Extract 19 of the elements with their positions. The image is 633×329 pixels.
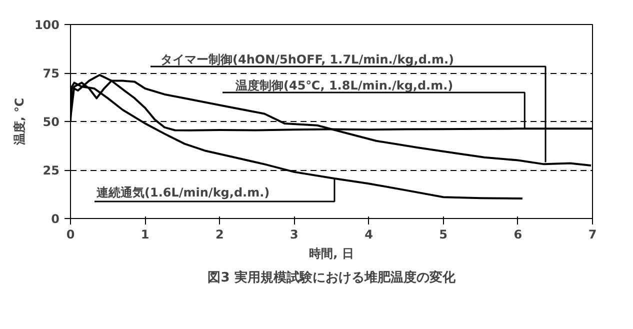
x-tick-label: 3 xyxy=(290,228,298,242)
y-tick-label: 100 xyxy=(34,18,60,32)
y-tick-label: 75 xyxy=(42,66,60,80)
y-axis-title: 温度, ℃ xyxy=(12,98,26,146)
x-tick-label: 1 xyxy=(140,228,150,242)
annotation: タイマー制御(4hON/5hOFF, 1.7L/min./kg,d.m.) xyxy=(160,52,454,66)
x-axis-title: 時間, 日 xyxy=(309,246,354,260)
y-tick-label: 25 xyxy=(42,164,60,178)
x-tick-label: 5 xyxy=(439,228,448,242)
text: 図3 実用規模試験における堆肥温度の変化 xyxy=(208,270,456,286)
x-tick-label: 6 xyxy=(514,228,522,242)
annotation: 温度制御(45℃, 1.8L/min./kg,d.m.) xyxy=(234,78,454,92)
y-tick-label: 0 xyxy=(51,212,60,226)
x-tick-label: 7 xyxy=(588,228,597,242)
y-tick-label: 50 xyxy=(42,115,60,129)
x-tick-label: 0 xyxy=(66,228,75,242)
annotation: 連続通気(1.6L/min/kg,d.m.) xyxy=(96,186,270,200)
x-tick-label: 4 xyxy=(364,228,373,242)
x-tick-label: 2 xyxy=(215,228,224,242)
